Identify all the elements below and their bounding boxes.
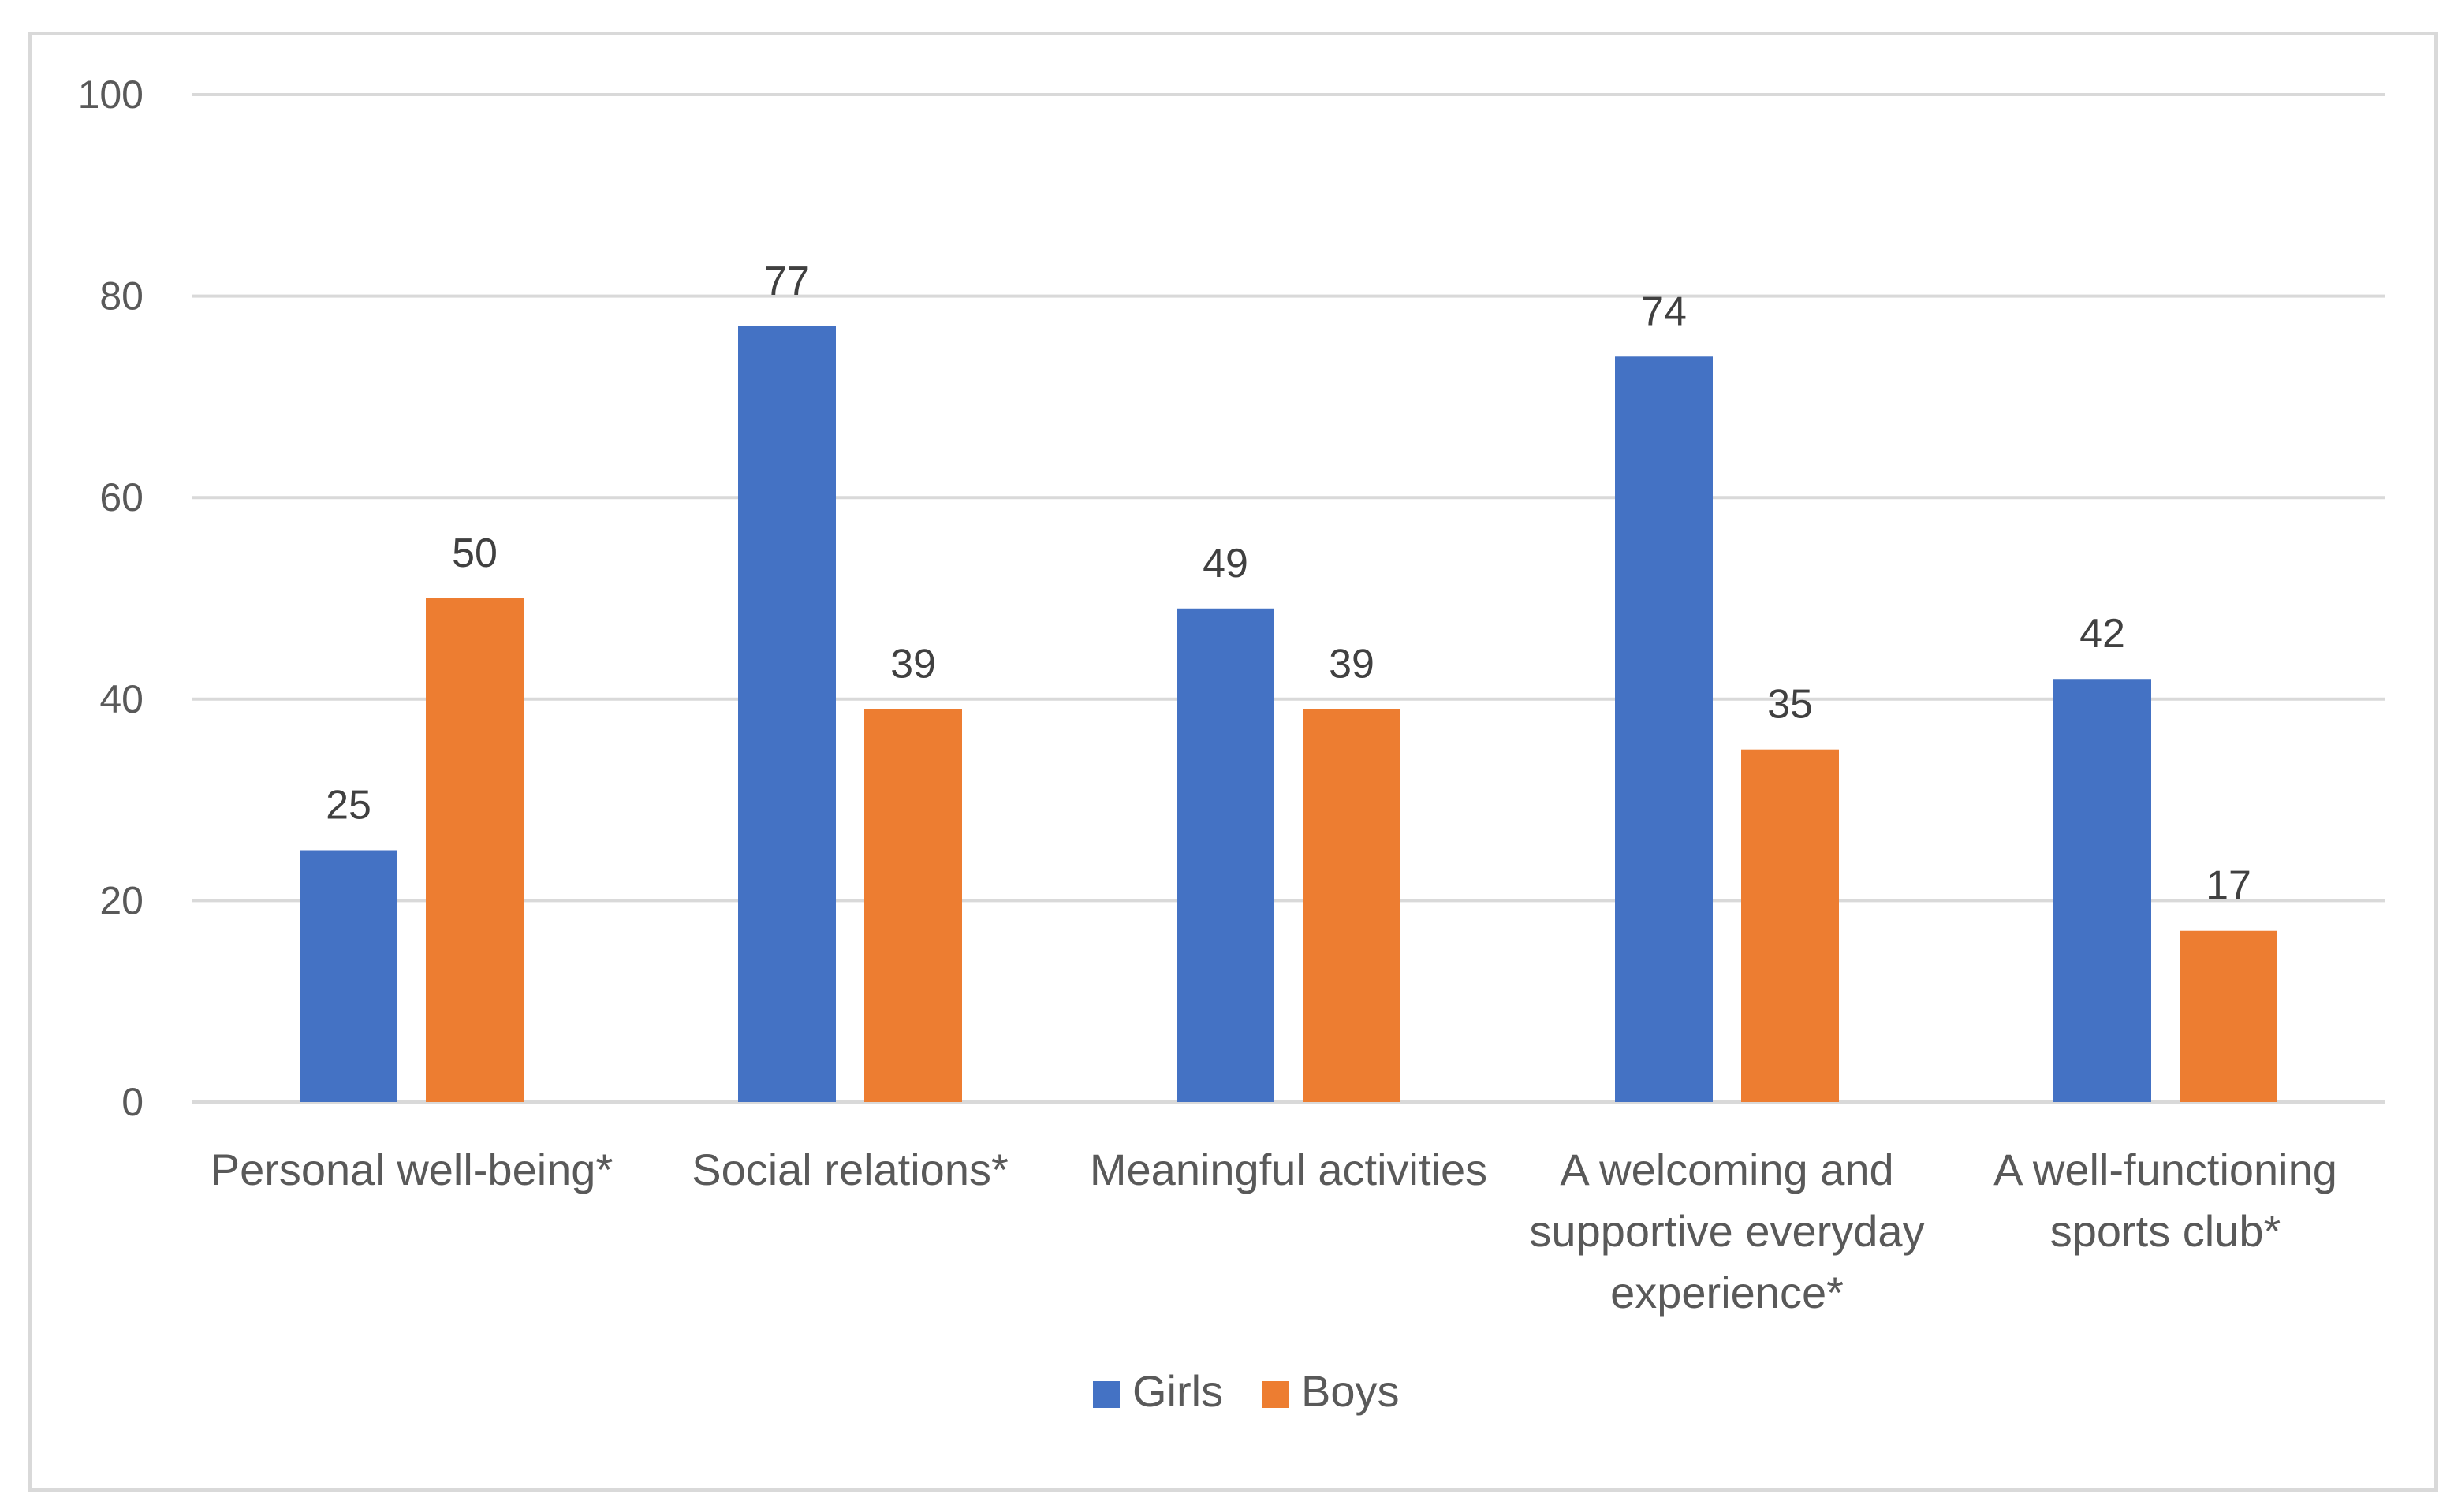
bar-girls-0: [300, 850, 397, 1102]
bar-boys-0: [426, 598, 524, 1102]
y-tick-label: 40: [99, 677, 144, 721]
data-label: 39: [890, 642, 936, 687]
y-tick-label: 60: [99, 475, 144, 520]
bar-boys-4: [2180, 930, 2277, 1102]
bar-boys-2: [1303, 709, 1400, 1102]
bar-boys-3: [1741, 749, 1839, 1102]
data-label: 50: [452, 531, 498, 576]
data-label: 74: [1641, 289, 1687, 334]
legend-label-boys: Boys: [1301, 1366, 1400, 1416]
y-tick-label: 100: [78, 73, 144, 117]
legend-swatch-boys: [1262, 1381, 1289, 1408]
category-label: Social relations*: [692, 1145, 1009, 1194]
legend-swatch-girls: [1093, 1381, 1120, 1408]
bar-girls-3: [1615, 356, 1713, 1102]
y-tick-label: 80: [99, 274, 144, 318]
category-label: A welcoming and supportive everyday experi…: [1529, 1145, 1924, 1317]
data-label: 49: [1203, 541, 1248, 587]
bar-girls-4: [2053, 679, 2151, 1102]
bar-boys-1: [864, 709, 962, 1102]
data-label: 39: [1329, 642, 1374, 687]
category-label: Meaningful activities: [1090, 1145, 1487, 1194]
data-label: 42: [2079, 611, 2125, 657]
data-label: 25: [326, 783, 371, 829]
category-label: A well-functioning sports club*: [1993, 1145, 2337, 1256]
bar-girls-1: [738, 326, 836, 1102]
data-label: 35: [1767, 682, 1813, 728]
category-label: Personal well-being*: [211, 1145, 614, 1194]
legend-label-girls: Girls: [1132, 1366, 1223, 1416]
data-label: 17: [2206, 863, 2251, 909]
y-tick-label: 20: [99, 878, 144, 922]
data-label: 77: [764, 259, 810, 304]
y-tick-label: 0: [121, 1080, 144, 1124]
bar-girls-2: [1177, 608, 1274, 1102]
